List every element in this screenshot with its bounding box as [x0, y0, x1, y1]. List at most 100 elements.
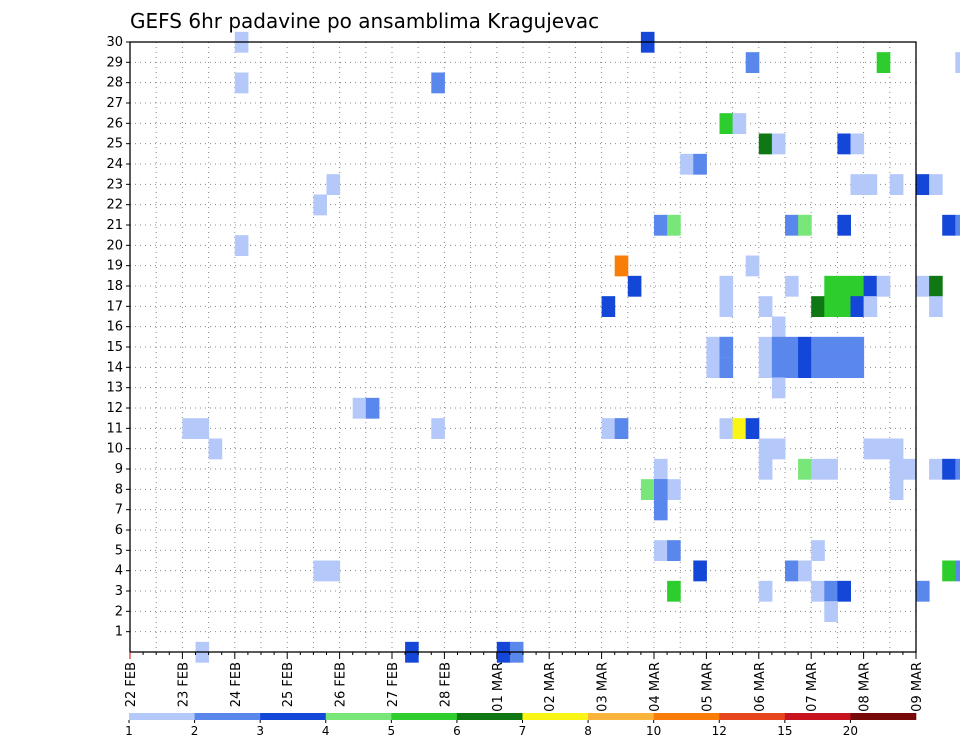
- colorbar-label: 4: [322, 724, 330, 738]
- precip-cell: [916, 174, 930, 195]
- precip-cell: [824, 275, 838, 297]
- x-tick-label: 06 MAR: [753, 662, 768, 712]
- precip-cell: [732, 113, 747, 134]
- precip-cell: [889, 479, 904, 500]
- x-tick-label: 25 FEB: [281, 662, 296, 707]
- precip-cell: [719, 418, 734, 439]
- colorbar-label: 12: [712, 724, 727, 738]
- precip-cell: [719, 113, 734, 134]
- colorbar-label: 20: [843, 724, 858, 738]
- x-tick-label: 03 MAR: [596, 662, 611, 712]
- precip-cell: [837, 275, 851, 297]
- precip-cell: [837, 214, 851, 236]
- precip-cell: [745, 418, 760, 439]
- precip-cell: [680, 153, 694, 175]
- precip-cell: [942, 560, 956, 582]
- y-tick-label: 10: [106, 442, 123, 457]
- precip-cell: [771, 438, 786, 460]
- precip-cell: [876, 438, 891, 460]
- x-tick-label: 24 FEB: [229, 662, 244, 707]
- precip-cell: [313, 194, 327, 216]
- precip-cell: [955, 560, 960, 582]
- y-tick-label: 29: [106, 55, 123, 70]
- precip-cell: [850, 336, 865, 358]
- y-tick-label: 23: [106, 177, 123, 192]
- precip-cell: [863, 438, 878, 460]
- precip-cell: [601, 418, 616, 439]
- precip-cell: [693, 560, 707, 582]
- y-tick-label: 17: [106, 299, 123, 314]
- y-tick-label: 30: [106, 35, 123, 50]
- y-tick-label: 7: [115, 503, 123, 518]
- colorbar-label: 2: [191, 724, 199, 738]
- precip-cell: [693, 153, 707, 175]
- precip-cell: [916, 580, 930, 602]
- precip-cell: [942, 214, 956, 236]
- chart-title: GEFS 6hr padavine po ansamblima Kragujev…: [130, 9, 599, 33]
- precip-cell: [745, 52, 760, 73]
- precip-cell: [929, 296, 943, 317]
- precip-cell: [785, 275, 799, 297]
- precip-cell: [667, 214, 681, 236]
- precip-cell: [798, 458, 812, 480]
- colorbar-label: 1: [125, 724, 133, 738]
- precip-cell: [667, 580, 681, 602]
- precip-cell: [837, 580, 851, 602]
- precip-cell: [719, 357, 734, 378]
- precip-cell: [955, 52, 960, 73]
- precip-cell: [863, 174, 878, 195]
- precip-cell: [837, 357, 851, 378]
- precip-cell: [758, 580, 773, 602]
- y-tick-label: 14: [106, 360, 123, 375]
- precip-cell: [667, 540, 681, 561]
- precip-cell: [785, 357, 799, 378]
- y-tick-label: 22: [106, 198, 123, 213]
- y-tick-label: 13: [106, 381, 123, 396]
- colorbar-swatch: [129, 713, 195, 720]
- colorbar-label: 10: [646, 724, 661, 738]
- precip-cell: [889, 174, 904, 195]
- precip-cell: [758, 296, 773, 317]
- colorbar-swatch: [260, 713, 327, 720]
- precip-cell: [811, 296, 825, 317]
- precip-cell: [758, 458, 773, 480]
- colorbar-swatch: [391, 713, 458, 720]
- x-tick-label: 04 MAR: [648, 662, 663, 712]
- y-tick-label: 25: [106, 137, 123, 152]
- colorbar-label: 8: [584, 724, 592, 738]
- precip-cell: [850, 133, 865, 155]
- precip-cell: [837, 133, 851, 155]
- precip-cell: [824, 336, 838, 358]
- y-tick-label: 8: [115, 482, 123, 497]
- colorbar-label: 3: [256, 724, 264, 738]
- y-tick-label: 6: [115, 523, 123, 538]
- precip-cell: [811, 336, 825, 358]
- precip-cell: [824, 580, 838, 602]
- precip-cell: [850, 296, 865, 317]
- precip-cell: [326, 560, 341, 582]
- precip-cell: [824, 357, 838, 378]
- precip-cell: [771, 336, 786, 358]
- colorbar-label: 15: [777, 724, 792, 738]
- colorbar-swatch: [653, 713, 720, 720]
- precip-cell: [758, 357, 773, 378]
- colorbar-label: 5: [388, 724, 396, 738]
- precip-cell: [758, 336, 773, 358]
- y-tick-label: 16: [106, 320, 123, 335]
- precip-cell: [929, 458, 943, 480]
- x-tick-label: 09 MAR: [910, 662, 925, 712]
- y-tick-label: 4: [115, 564, 123, 579]
- precip-cell: [771, 133, 786, 155]
- y-tick-label: 20: [106, 238, 123, 253]
- x-tick-label: 23 FEB: [176, 662, 191, 707]
- colorbar: 1 2 3 4 5 6 7 8 10 12 15 20: [125, 713, 917, 738]
- precip-cell: [654, 458, 668, 480]
- y-tick-label: 3: [115, 584, 123, 599]
- cells-layer: [182, 31, 960, 663]
- colorbar-swatch: [325, 713, 392, 720]
- y-tick-label: 15: [106, 340, 123, 355]
- precip-cell: [824, 458, 838, 480]
- precip-cell: [640, 479, 655, 500]
- precip-cell: [902, 458, 917, 480]
- precip-cell: [182, 418, 196, 439]
